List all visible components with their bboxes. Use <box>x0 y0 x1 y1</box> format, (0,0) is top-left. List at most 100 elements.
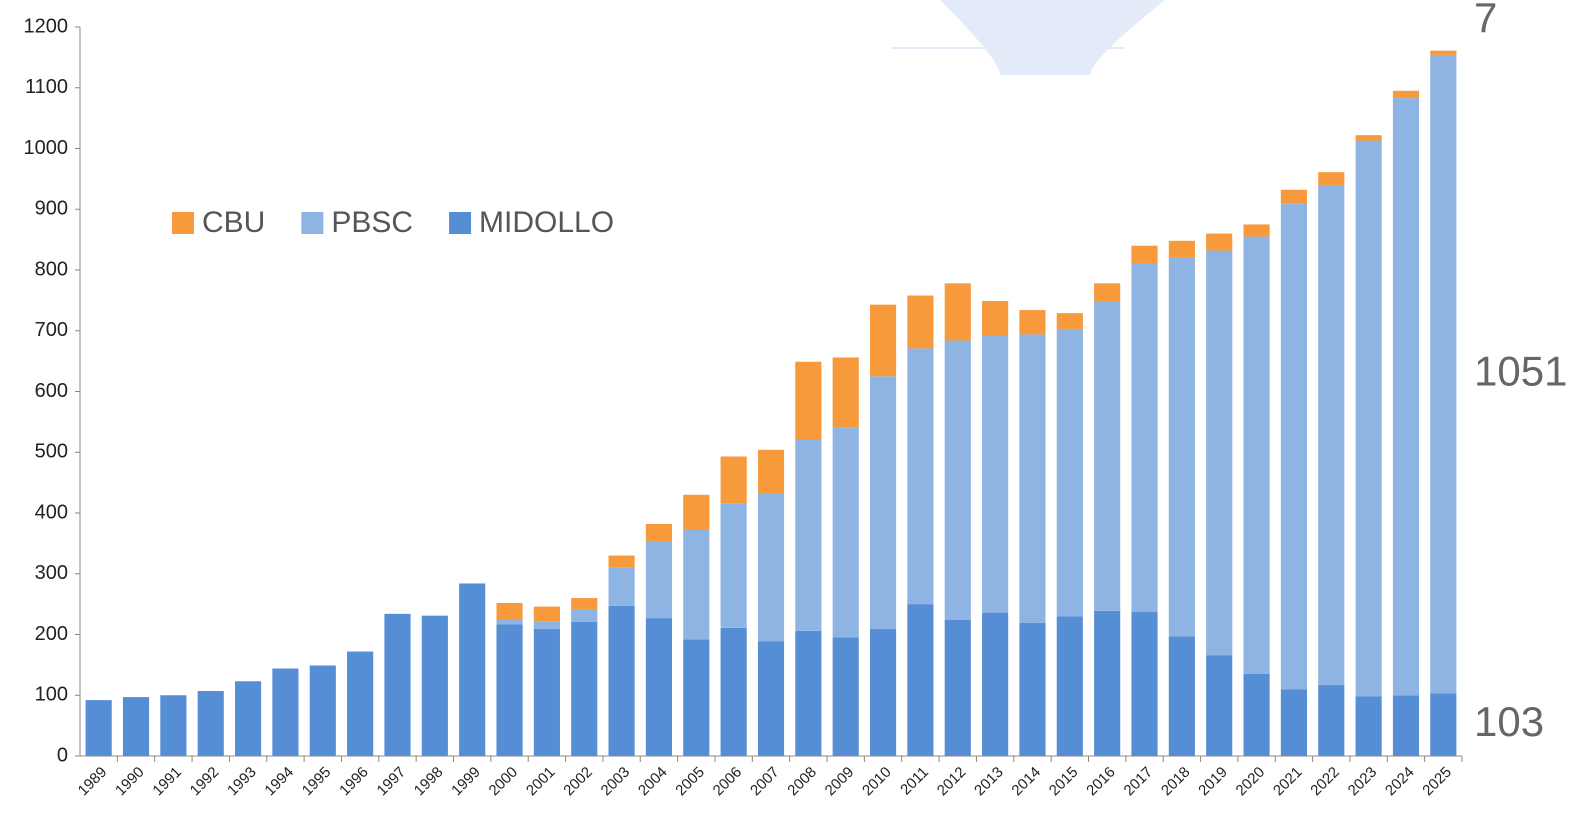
x-tick-label: 1995 <box>299 764 335 800</box>
bar <box>533 606 560 622</box>
bar <box>384 613 411 756</box>
bar <box>1168 257 1195 637</box>
x-tick-label: 1999 <box>448 764 484 800</box>
bar <box>1094 300 1121 611</box>
x-tick-label: 2020 <box>1233 764 1269 800</box>
y-tick-label: 500 <box>35 441 68 463</box>
x-tick-label: 1994 <box>261 764 297 800</box>
legend-swatch <box>172 212 194 234</box>
bar <box>533 629 560 756</box>
y-tick-label: 1000 <box>24 137 69 159</box>
bar <box>608 555 635 568</box>
bar <box>1318 684 1345 756</box>
bar <box>1280 189 1307 204</box>
bar <box>1056 313 1083 329</box>
end-label: 7 <box>1474 0 1497 41</box>
logo <box>892 0 1165 75</box>
x-tick-label: 2015 <box>1046 764 1082 800</box>
x-tick-label: 2008 <box>784 764 820 800</box>
bar <box>757 641 785 756</box>
bar <box>869 304 897 377</box>
x-tick-label: 2016 <box>1083 764 1119 800</box>
bar <box>1243 224 1270 237</box>
x-tick-label: 2021 <box>1270 764 1306 800</box>
bar <box>869 629 897 756</box>
bar <box>608 605 635 756</box>
bar <box>571 608 598 622</box>
y-tick-label: 1200 <box>24 15 69 37</box>
bar <box>496 602 523 620</box>
bar <box>421 615 448 756</box>
bar <box>160 695 187 756</box>
bar <box>1168 240 1195 258</box>
bar <box>1280 203 1307 690</box>
bar <box>1019 310 1046 335</box>
bar <box>1094 283 1121 301</box>
logo-shape <box>940 0 1165 75</box>
bar <box>1056 616 1083 756</box>
bar <box>1430 693 1457 756</box>
y-tick-label: 400 <box>35 501 68 523</box>
x-tick-label: 2023 <box>1345 764 1381 800</box>
bar <box>1168 636 1195 756</box>
x-tick-label: 2017 <box>1121 764 1157 800</box>
bar <box>1131 245 1158 264</box>
x-tick-label: 2006 <box>710 764 746 800</box>
x-tick-label: 1993 <box>224 764 260 800</box>
bar <box>795 630 822 756</box>
bar <box>645 523 673 541</box>
bar <box>645 540 673 619</box>
bar <box>720 627 747 756</box>
bar <box>235 681 262 756</box>
x-tick-label: 2018 <box>1158 764 1194 800</box>
x-tick-label: 1990 <box>112 764 148 800</box>
x-tick-label: 2001 <box>523 764 559 800</box>
legend-swatch <box>449 212 472 234</box>
bar <box>907 604 934 756</box>
x-tick-label: 2011 <box>897 764 932 799</box>
bar <box>1206 655 1233 756</box>
bar <box>645 618 673 756</box>
bar <box>944 619 971 756</box>
bar <box>832 427 859 638</box>
bar <box>197 690 224 756</box>
bar <box>832 357 859 428</box>
legend-swatch <box>301 212 324 234</box>
bar <box>309 665 336 756</box>
x-tick-label: 2004 <box>635 764 671 800</box>
bar <box>683 530 710 640</box>
bar <box>907 348 934 605</box>
y-tick-label: 300 <box>35 562 68 584</box>
bar <box>1392 90 1420 99</box>
bar <box>869 376 897 630</box>
x-tick-label: 2012 <box>934 764 970 800</box>
x-tick-label: 2013 <box>971 764 1007 800</box>
x-tick-label: 2000 <box>486 764 522 800</box>
bar <box>1094 610 1121 756</box>
bar <box>1318 184 1345 685</box>
end-label: 1051 <box>1474 347 1567 394</box>
bar <box>1392 98 1420 696</box>
bar <box>122 697 150 756</box>
bar <box>1355 135 1382 141</box>
bar <box>85 700 112 756</box>
x-tick-label: 2022 <box>1307 764 1343 800</box>
x-tick-label: 2014 <box>1008 764 1044 800</box>
y-tick-label: 100 <box>35 684 68 706</box>
x-tick-label: 2005 <box>672 764 708 800</box>
bar <box>272 668 299 756</box>
x-tick-label: 2007 <box>747 764 783 800</box>
bar <box>1430 50 1457 55</box>
x-tick-label: 2025 <box>1419 764 1455 800</box>
x-tick-label: 2003 <box>598 764 634 800</box>
bar <box>1056 328 1083 617</box>
x-tick-label: 1996 <box>336 764 372 800</box>
bar <box>982 300 1009 336</box>
bar <box>683 494 710 531</box>
bar <box>907 295 934 349</box>
bar <box>1019 334 1046 623</box>
bar <box>496 619 523 625</box>
bar <box>832 637 859 756</box>
bar <box>1392 695 1420 756</box>
bar <box>1355 696 1382 756</box>
